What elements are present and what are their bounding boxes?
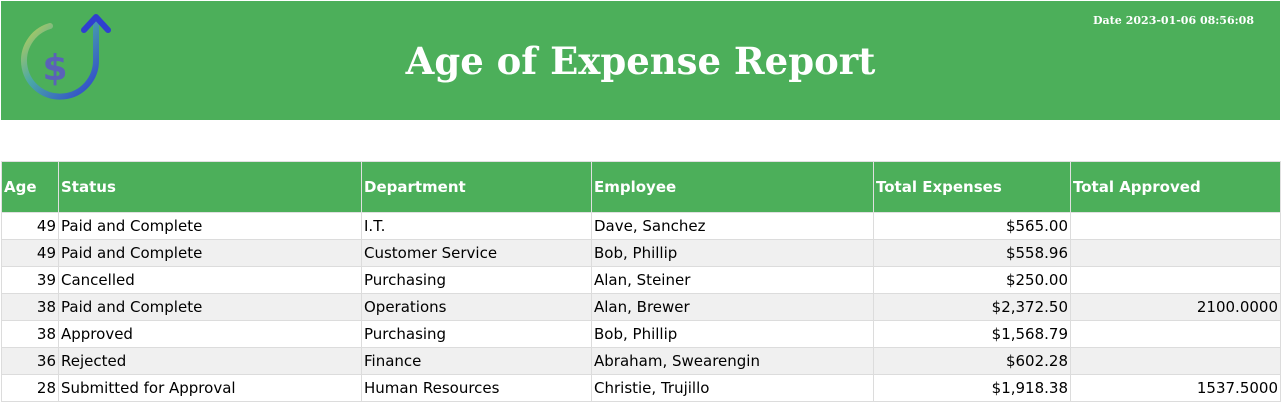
cell-total-approved <box>1070 212 1281 240</box>
cell-age: 39 <box>1 266 59 294</box>
cell-total-approved: 2100.0000 <box>1070 293 1281 321</box>
cell-department: I.T. <box>361 212 592 240</box>
table-row[interactable]: 28 Submitted for Approval Human Resource… <box>1 374 1281 402</box>
date-value: 2023-01-06 08:56:08 <box>1125 14 1254 27</box>
cell-department: Customer Service <box>361 239 592 267</box>
table-row[interactable]: 38 Paid and Complete Operations Alan, Br… <box>1 293 1281 321</box>
cell-age: 49 <box>1 239 59 267</box>
cell-employee: Alan, Brewer <box>591 293 874 321</box>
cell-employee: Bob, Phillip <box>591 320 874 348</box>
cell-status: Paid and Complete <box>58 293 362 321</box>
cell-total-expenses: $250.00 <box>873 266 1071 294</box>
cell-employee: Christie, Trujillo <box>591 374 874 402</box>
cell-status: Rejected <box>58 347 362 375</box>
cell-employee: Bob, Phillip <box>591 239 874 267</box>
cell-total-expenses: $602.28 <box>873 347 1071 375</box>
column-header-total-approved[interactable]: Total Approved <box>1070 161 1281 213</box>
table-row[interactable]: 39 Cancelled Purchasing Alan, Steiner $2… <box>1 266 1281 294</box>
table-row[interactable]: 49 Paid and Complete Customer Service Bo… <box>1 239 1281 267</box>
cell-department: Operations <box>361 293 592 321</box>
cell-status: Approved <box>58 320 362 348</box>
cell-total-expenses: $558.96 <box>873 239 1071 267</box>
cell-total-expenses: $1,568.79 <box>873 320 1071 348</box>
report-title: Age of Expense Report <box>405 39 876 83</box>
report-date: Date 2023-01-06 08:56:08 <box>1093 14 1254 28</box>
dollar-circle-arrow-icon: $ <box>21 14 111 100</box>
table-row[interactable]: 49 Paid and Complete I.T. Dave, Sanchez … <box>1 212 1281 240</box>
table-row[interactable]: 38 Approved Purchasing Bob, Phillip $1,5… <box>1 320 1281 348</box>
cell-department: Purchasing <box>361 320 592 348</box>
cell-total-expenses: $2,372.50 <box>873 293 1071 321</box>
report-header: $ Age of Expense Report Date 2023-01-06 0… <box>1 1 1280 120</box>
table-row[interactable]: 36 Rejected Finance Abraham, Swearengin … <box>1 347 1281 375</box>
cell-age: 36 <box>1 347 59 375</box>
cell-age: 28 <box>1 374 59 402</box>
cell-department: Human Resources <box>361 374 592 402</box>
cell-age: 38 <box>1 320 59 348</box>
column-header-age[interactable]: Age <box>1 161 59 213</box>
cell-total-expenses: $565.00 <box>873 212 1071 240</box>
cell-employee: Abraham, Swearengin <box>591 347 874 375</box>
cell-employee: Dave, Sanchez <box>591 212 874 240</box>
cell-age: 38 <box>1 293 59 321</box>
expense-table: Age Status Department Employee Total Exp… <box>1 161 1281 402</box>
cell-total-approved: 1537.5000 <box>1070 374 1281 402</box>
cell-total-approved <box>1070 347 1281 375</box>
cell-total-approved <box>1070 320 1281 348</box>
cell-total-approved <box>1070 239 1281 267</box>
svg-text:$: $ <box>42 48 67 89</box>
date-label: Date <box>1093 14 1122 27</box>
cell-total-approved <box>1070 266 1281 294</box>
cell-age: 49 <box>1 212 59 240</box>
column-header-total-expenses[interactable]: Total Expenses <box>873 161 1071 213</box>
cell-department: Finance <box>361 347 592 375</box>
cell-status: Submitted for Approval <box>58 374 362 402</box>
column-header-status[interactable]: Status <box>58 161 362 213</box>
cell-status: Paid and Complete <box>58 212 362 240</box>
cell-department: Purchasing <box>361 266 592 294</box>
table-header-row: Age Status Department Employee Total Exp… <box>1 161 1281 213</box>
cell-total-expenses: $1,918.38 <box>873 374 1071 402</box>
cell-status: Paid and Complete <box>58 239 362 267</box>
cell-employee: Alan, Steiner <box>591 266 874 294</box>
column-header-employee[interactable]: Employee <box>591 161 874 213</box>
cell-status: Cancelled <box>58 266 362 294</box>
column-header-department[interactable]: Department <box>361 161 592 213</box>
